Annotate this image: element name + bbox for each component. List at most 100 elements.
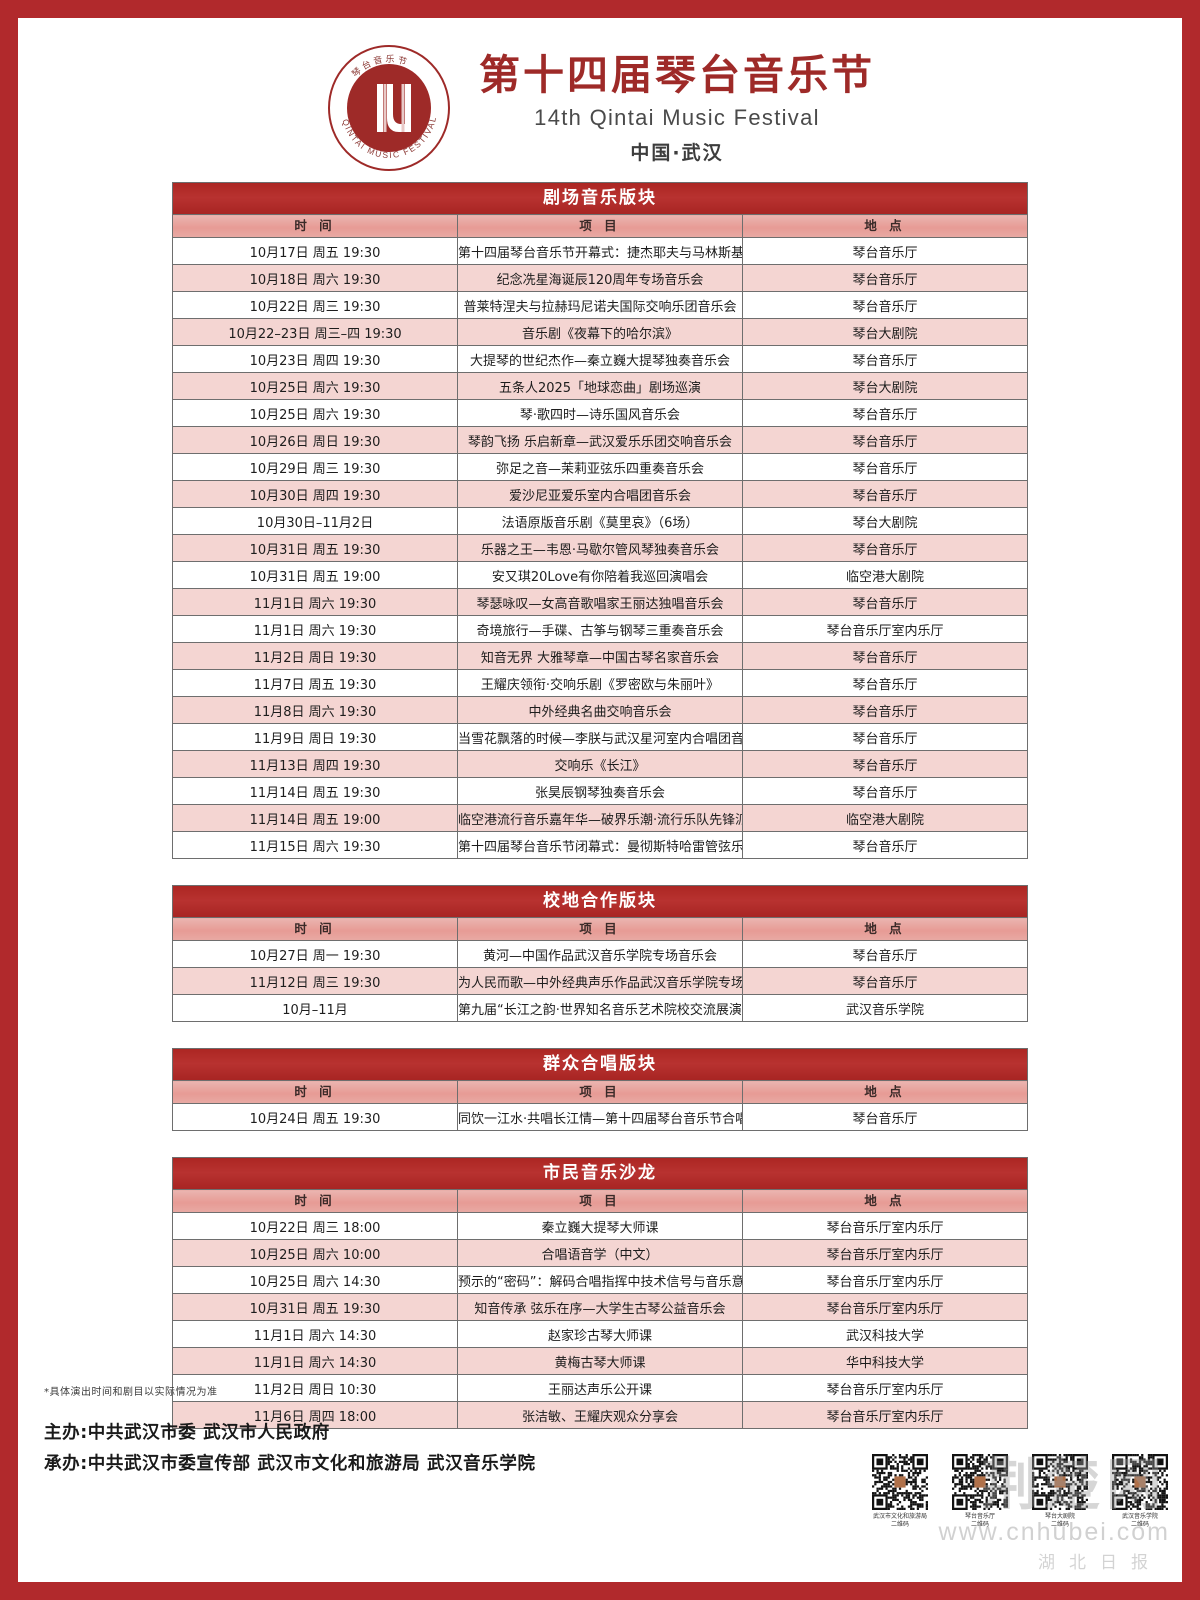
row-venue: 琴台音乐厅: [742, 967, 1028, 995]
table-row[interactable]: 10月22日 周三 18:00 秦立巍大提琴大师课 琴台音乐厅室内乐厅: [172, 1212, 1028, 1240]
table-row[interactable]: 10月30日–11月2日 法语原版音乐剧《莫里哀》（6场） 琴台大剧院: [172, 507, 1028, 535]
row-item: 黄河—中国作品武汉音乐学院专场音乐会: [457, 940, 743, 968]
poster-page: 琴台音乐节 QINTAI MUSIC FESTIVAL 第十四届琴台音乐节 14…: [18, 18, 1182, 1582]
row-time: 11月2日 周日 19:30: [172, 642, 458, 670]
row-venue: 琴台大剧院: [742, 507, 1028, 535]
row-item: 合唱语音学（中文）: [457, 1239, 743, 1267]
row-item: 琴瑟咏叹—女高音歌唱家王丽达独唱音乐会: [457, 588, 743, 616]
table-row[interactable]: 10月24日 周五 19:30同饮一江水·共唱长江情—第十四届琴台音乐节合唱展演…: [172, 1103, 1028, 1131]
row-venue: 琴台音乐厅: [742, 291, 1028, 319]
column-header-time: 时 间: [172, 214, 458, 238]
table-row[interactable]: 10月18日 周六 19:30 纪念冼星海诞辰120周年专场音乐会 琴台音乐厅: [172, 264, 1028, 292]
table-row[interactable]: 10月25日 周六 19:30 五条人2025「地球恋曲」剧场巡演 琴台大剧院: [172, 372, 1028, 400]
schedule-table: 校地合作版块时 间项 目地 点 10月27日 周一 19:30 黄河—中国作品武汉音…: [172, 885, 1028, 1022]
row-item: 第九届“长江之韵·世界知名音乐艺术院校交流展演季”: [457, 994, 743, 1022]
row-venue: 琴台大剧院: [742, 372, 1028, 400]
row-item: 当雪花飘落的时候—李朕与武汉星河室内合唱团音乐会: [457, 723, 743, 751]
column-header-item: 项 目: [457, 1080, 743, 1104]
table-row[interactable]: 11月6日 周四 18:00 张洁敏、王耀庆观众分享会 琴台音乐厅室内乐厅: [172, 1401, 1028, 1429]
table-row[interactable]: 11月1日 周六 14:30 黄梅古琴大师课 华中科技大学: [172, 1347, 1028, 1375]
table-row[interactable]: 10月26日 周日 19:30 琴韵飞扬 乐启新章—武汉爱乐乐团交响音乐会 琴台音乐…: [172, 426, 1028, 454]
row-item: 同饮一江水·共唱长江情—第十四届琴台音乐节合唱展演: [457, 1103, 743, 1131]
table-row[interactable]: 10月23日 周四 19:30 大提琴的世纪杰作—秦立巍大提琴独奏音乐会 琴台音乐厅: [172, 345, 1028, 373]
qr-code-item[interactable]: 武汉音乐学院 二维码: [1110, 1453, 1170, 1530]
table-row[interactable]: 10月22日 周三 19:30 普莱特涅夫与拉赫玛尼诺夫国际交响乐团音乐会 琴台音乐…: [172, 291, 1028, 319]
table-row[interactable]: 11月8日 周六 19:30 中外经典名曲交响音乐会 琴台音乐厅: [172, 696, 1028, 724]
row-venue: 琴台音乐厅: [742, 264, 1028, 292]
row-venue: 琴台音乐厅室内乐厅: [742, 1293, 1028, 1321]
poster-header: 琴台音乐节 QINTAI MUSIC FESTIVAL 第十四届琴台音乐节 14…: [18, 18, 1182, 182]
row-time: 10月29日 周三 19:30: [172, 453, 458, 481]
coorganizer-line: 承办:中共武汉市委宣传部 武汉市文化和旅游局 武汉音乐学院: [44, 1453, 536, 1474]
qr-caption-line2: 二维码: [1130, 1521, 1149, 1529]
qr-caption-line2: 二维码: [890, 1521, 909, 1529]
column-header-venue: 地 点: [742, 917, 1028, 941]
table-row[interactable]: 11月15日 周六 19:30第十四届琴台音乐节闭幕式：曼彻斯特哈雷管弦乐团音乐…: [172, 831, 1028, 859]
table-row[interactable]: 10月17日 周五 19:30第十四届琴台音乐节开幕式：捷杰耶夫与马林斯基交响乐…: [172, 237, 1028, 265]
table-row[interactable]: 11月14日 周五 19:00 临空港流行音乐嘉年华—破界乐潮·流行乐队先锋派对临…: [172, 804, 1028, 832]
row-item: 大提琴的世纪杰作—秦立巍大提琴独奏音乐会: [457, 345, 743, 373]
row-time: 11月14日 周五 19:00: [172, 804, 458, 832]
row-venue: 琴台音乐厅: [742, 1103, 1028, 1131]
row-time: 11月12日 周三 19:30: [172, 967, 458, 995]
row-item: 张昊辰钢琴独奏音乐会: [457, 777, 743, 805]
section-title: 校地合作版块: [172, 885, 1028, 918]
qr-code-item[interactable]: 武汉市文化和旅游局 二维码: [870, 1453, 930, 1530]
table-row[interactable]: 11月7日 周五 19:30 王耀庆领衔·交响乐剧《罗密欧与朱丽叶》 琴台音乐厅: [172, 669, 1028, 697]
row-time: 11月14日 周五 19:30: [172, 777, 458, 805]
table-row[interactable]: 11月14日 周五 19:30 张昊辰钢琴独奏音乐会 琴台音乐厅: [172, 777, 1028, 805]
table-row[interactable]: 10月31日 周五 19:30 知音传承 弦乐在序—大学生古琴公益音乐会 琴台音乐厅…: [172, 1293, 1028, 1321]
table-row[interactable]: 11月1日 周六 14:30 赵家珍古琴大师课 武汉科技大学: [172, 1320, 1028, 1348]
row-venue: 琴台音乐厅: [742, 669, 1028, 697]
column-header-item: 项 目: [457, 917, 743, 941]
row-time: 11月1日 周六 14:30: [172, 1347, 458, 1375]
table-row[interactable]: 10月29日 周三 19:30 弥足之音—茉莉亚弦乐四重奏音乐会 琴台音乐厅: [172, 453, 1028, 481]
table-row[interactable]: 11月1日 周六 19:30 琴瑟咏叹—女高音歌唱家王丽达独唱音乐会 琴台音乐厅: [172, 588, 1028, 616]
table-row[interactable]: 10月22–23日 周三–四 19:30 音乐剧《夜幕下的哈尔滨》 琴台大剧院: [172, 318, 1028, 346]
row-time: 11月1日 周六 19:30: [172, 615, 458, 643]
table-row[interactable]: 10月31日 周五 19:00 安又琪20Love有你陪着我巡回演唱会 临空港大剧院: [172, 561, 1028, 589]
row-time: 10月–11月: [172, 994, 458, 1022]
row-item: 奇境旅行—手碟、古筝与钢琴三重奏音乐会: [457, 615, 743, 643]
row-item: 第十四届琴台音乐节闭幕式：曼彻斯特哈雷管弦乐团音乐会: [457, 831, 743, 859]
table-row[interactable]: 11月9日 周日 19:30 当雪花飘落的时候—李朕与武汉星河室内合唱团音乐会 琴台…: [172, 723, 1028, 751]
table-row[interactable]: 10月27日 周一 19:30 黄河—中国作品武汉音乐学院专场音乐会 琴台音乐厅: [172, 940, 1028, 968]
qr-code-item[interactable]: 琴台大剧院 二维码: [1030, 1453, 1090, 1530]
row-time: 11月1日 周六 19:30: [172, 588, 458, 616]
table-row[interactable]: 10月25日 周六 10:00 合唱语音学（中文） 琴台音乐厅室内乐厅: [172, 1239, 1028, 1267]
table-row[interactable]: 11月12日 周三 19:30为人民而歌—中外经典声乐作品武汉音乐学院专场音乐会…: [172, 967, 1028, 995]
table-row[interactable]: 10月–11月 第九届“长江之韵·世界知名音乐艺术院校交流展演季” 武汉音乐学院: [172, 994, 1028, 1022]
row-item: 王丽达声乐公开课: [457, 1374, 743, 1402]
table-row[interactable]: 10月30日 周四 19:30 爱沙尼亚爱乐室内合唱团音乐会 琴台音乐厅: [172, 480, 1028, 508]
row-time: 10月22–23日 周三–四 19:30: [172, 318, 458, 346]
table-row[interactable]: 10月25日 周六 19:30 琴·歌四时—诗乐国风音乐会 琴台音乐厅: [172, 399, 1028, 427]
row-venue: 临空港大剧院: [742, 561, 1028, 589]
table-row[interactable]: 11月2日 周日 10:30 王丽达声乐公开课 琴台音乐厅室内乐厅: [172, 1374, 1028, 1402]
row-time: 11月1日 周六 14:30: [172, 1320, 458, 1348]
column-header-row: 时 间项 目地 点: [172, 917, 1028, 941]
festival-title-cn: 第十四届琴台音乐节: [479, 50, 875, 99]
qr-code-item[interactable]: 琴台音乐厅 二维码: [950, 1453, 1010, 1530]
column-header-item: 项 目: [457, 1189, 743, 1213]
row-time: 11月2日 周日 10:30: [172, 1374, 458, 1402]
row-time: 11月15日 周六 19:30: [172, 831, 458, 859]
row-item: 弥足之音—茉莉亚弦乐四重奏音乐会: [457, 453, 743, 481]
schedule-section: 群众合唱版块时 间项 目地 点 10月24日 周五 19:30 同饮一江水·共唱长江…: [172, 1048, 1028, 1131]
table-row[interactable]: 11月13日 周四 19:30 交响乐《长江》 琴台音乐厅: [172, 750, 1028, 778]
row-item: 第十四届琴台音乐节开幕式：捷杰耶夫与马林斯基交响乐团音乐会: [457, 237, 743, 265]
section-title: 市民音乐沙龙: [172, 1157, 1028, 1190]
column-header-time: 时 间: [172, 1189, 458, 1213]
row-venue: 琴台音乐厅室内乐厅: [742, 1239, 1028, 1267]
schedule-table: 剧场音乐版块时 间项 目地 点 10月17日 周五 19:30 第十四届琴台音乐节开…: [172, 182, 1028, 859]
table-row[interactable]: 10月31日 周五 19:30 乐器之王—韦恩·马歇尔管风琴独奏音乐会 琴台音乐厅: [172, 534, 1028, 562]
row-time: 10月25日 周六 19:30: [172, 372, 458, 400]
table-row[interactable]: 10月25日 周六 14:30预示的“密码”：解码合唱指挥中技术信号与音乐意图的…: [172, 1266, 1028, 1294]
table-row[interactable]: 11月1日 周六 19:30 奇境旅行—手碟、古筝与钢琴三重奏音乐会 琴台音乐厅室内…: [172, 615, 1028, 643]
qr-code-image: [952, 1453, 1008, 1510]
table-row[interactable]: 11月2日 周日 19:30 知音无界 大雅琴章—中国古琴名家音乐会 琴台音乐厅: [172, 642, 1028, 670]
festival-title-en: 14th Qintai Music Festival: [534, 105, 820, 131]
column-header-venue: 地 点: [742, 1189, 1028, 1213]
qr-caption-line1: 琴台音乐厅: [964, 1512, 995, 1520]
row-time: 10月18日 周六 19:30: [172, 264, 458, 292]
row-item: 王耀庆领衔·交响乐剧《罗密欧与朱丽叶》: [457, 669, 743, 697]
